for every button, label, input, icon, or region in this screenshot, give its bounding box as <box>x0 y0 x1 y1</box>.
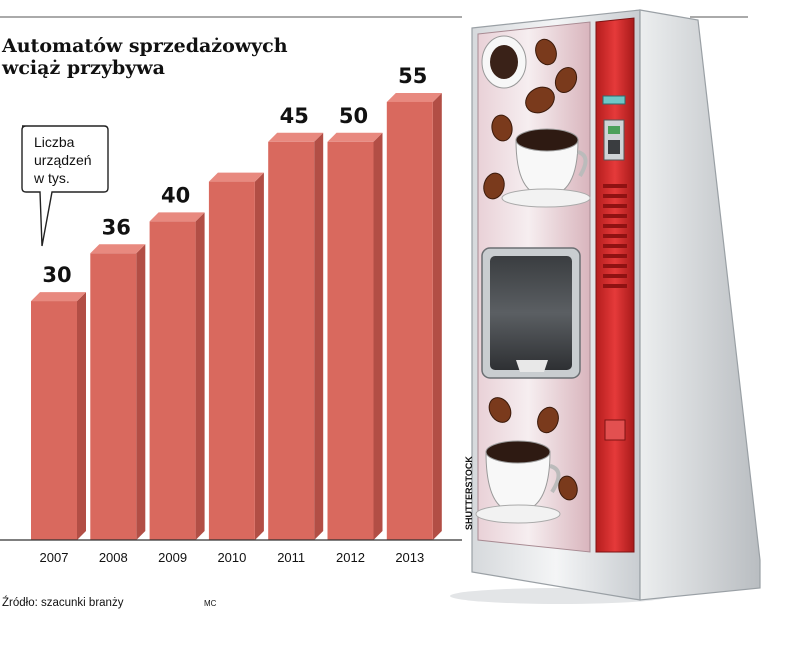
tick-label-2011: 2011 <box>277 550 305 565</box>
tick-label-2010: 2010 <box>217 550 246 565</box>
bar-2010 <box>208 172 264 540</box>
chart-title-line2: wciąż przybywa <box>1 57 165 79</box>
bar-top-2013 <box>386 92 442 102</box>
bar-top-2010 <box>208 172 264 182</box>
bar-2007 <box>31 292 86 540</box>
x-tick-labels: 2007 2008 2009 2010 2011 2012 2013 <box>40 550 425 565</box>
value-label-2013: 55 <box>398 64 427 88</box>
value-label-2012: 50 <box>339 104 368 128</box>
unit-callout: Liczba urządzeń w tys. <box>21 125 109 247</box>
bar-side-2013 <box>432 92 442 540</box>
bar-series <box>31 92 442 541</box>
value-label-2008: 36 <box>102 215 131 239</box>
bar-front-2011 <box>268 141 315 541</box>
bar-side-2012 <box>373 132 383 541</box>
bar-front-2012 <box>327 141 374 541</box>
bar-2009 <box>149 212 205 540</box>
tick-label-2012: 2012 <box>336 550 365 565</box>
bar-2011 <box>268 132 324 541</box>
image-credit: SHUTTERSTOCK <box>464 456 474 530</box>
chart-title-line1: Automatów sprzedażowych <box>1 35 288 57</box>
bar-side-2009 <box>195 212 205 540</box>
callout-line2: urządzeń <box>34 152 92 168</box>
value-labels: 30 36 40 45 50 55 <box>42 64 427 287</box>
bar-front-2009 <box>149 221 196 540</box>
bar-front-2008 <box>90 253 137 541</box>
tick-label-2007: 2007 <box>40 550 69 565</box>
coffee-beans-illustration <box>483 38 578 501</box>
bar-2008 <box>90 244 146 541</box>
value-label-2009: 40 <box>161 183 190 207</box>
source-note: Źródło: szacunki branży <box>2 596 124 609</box>
bar-side-2011 <box>314 132 324 541</box>
bar-top-2007 <box>31 292 86 302</box>
coffee-cup-illustration <box>475 35 591 524</box>
tick-label-2008: 2008 <box>99 550 128 565</box>
bar-front-2013 <box>386 101 433 540</box>
bar-2013 <box>386 92 442 540</box>
bar-side-2010 <box>254 172 264 540</box>
bar-side-2008 <box>136 244 146 541</box>
bar-front-2007 <box>31 301 77 540</box>
value-label-2011: 45 <box>280 104 309 128</box>
bar-top-2012 <box>327 132 383 142</box>
bar-top-2009 <box>149 212 205 222</box>
bar-top-2008 <box>90 244 146 254</box>
callout-line3: w tys. <box>33 170 70 186</box>
author-initials: MC <box>204 599 217 608</box>
bar-front-2010 <box>208 181 255 540</box>
vending-machine-illustration <box>450 9 761 604</box>
bar-side-2007 <box>77 292 86 540</box>
bar-2012 <box>327 132 383 541</box>
bar-top-2011 <box>268 132 324 142</box>
callout-line1: Liczba <box>34 134 75 150</box>
tick-label-2013: 2013 <box>395 550 424 565</box>
tick-label-2009: 2009 <box>158 550 187 565</box>
value-label-2007: 30 <box>42 263 71 287</box>
